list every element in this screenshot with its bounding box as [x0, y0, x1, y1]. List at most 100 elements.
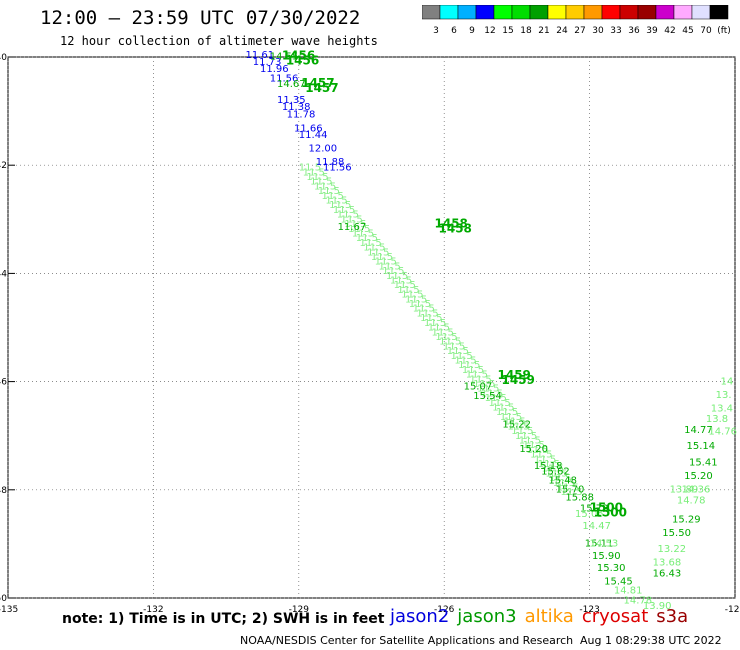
wave-height-label: 15.41 [689, 457, 718, 468]
wave-height-label: 15.70 [556, 485, 585, 496]
x-tick-label: -126 [434, 605, 455, 615]
wave-height-label: 15.14 [687, 441, 716, 452]
wave-height-label: 16.43 [653, 568, 682, 579]
wave-height-label: 15.30 [597, 563, 626, 574]
wave-height-label: 14.78 [624, 595, 653, 606]
x-tick-label: -129 [289, 605, 310, 615]
legend-label: 24 [556, 26, 568, 36]
track-smear: 11.5 [397, 285, 419, 296]
track-smear: 11.5 [413, 304, 435, 315]
color-legend: 3 6 9 12 15 18 21 24 27 30 33 36 39 42 45 70 (ft) [422, 5, 731, 36]
x-tick-label: -120 [725, 605, 740, 615]
wave-height-label: 11.67 [338, 222, 367, 233]
wave-height-label: 14.77 [684, 425, 713, 436]
y-tick-label: -44 [0, 269, 7, 279]
y-tick-label: -50 [0, 594, 7, 604]
x-tick-label: -123 [579, 605, 599, 615]
track-smear: 11.5 [390, 276, 412, 287]
legend-label: 15 [502, 26, 513, 36]
wave-height-label: 11.78 [287, 110, 316, 121]
pass-time-label-shadow: 1459 [502, 373, 535, 387]
track-smear: 11.5 [322, 191, 344, 202]
pass-time-label: 1456 [282, 49, 315, 63]
track-smear: 11.5 [473, 379, 495, 390]
track-smear: 11.5 [371, 252, 393, 263]
wave-height-label: 15.20 [684, 471, 713, 482]
track-smear: 11.5 [492, 403, 514, 414]
wave-height-label: 13. [716, 390, 732, 401]
wave-height-label: 13.68 [653, 558, 682, 569]
wave-height-label: 14.55 [270, 52, 299, 63]
legend-label: 18 [520, 26, 532, 36]
track-smear: 11.5 [363, 243, 385, 254]
wave-height-label: 15.18 [534, 461, 563, 472]
wave-height-label: 15.07 [464, 382, 493, 393]
track-smear: 11.5 [435, 332, 457, 343]
track-smear: 11.5 [439, 337, 461, 348]
track-smear: 11.5 [542, 464, 564, 475]
satellite-s3a: s3a [656, 606, 689, 627]
track-smear: 11.5 [519, 435, 541, 446]
track-smear: 11.5 [507, 421, 529, 432]
track-smear: 11.5 [504, 417, 526, 428]
pass-time-label-shadow: 1456 [286, 54, 319, 68]
wave-height-label: 12.00 [308, 144, 337, 155]
wave-height-label: 14.76 [708, 427, 737, 438]
footer-note: note: 1) Time is in UTC; 2) SWH is in fe… [62, 611, 385, 627]
wave-height-label: 15.48 [548, 475, 577, 486]
track-smear: 11.5 [382, 266, 404, 277]
wave-height-label: 14.81 [614, 586, 643, 597]
wave-height-label: 11.96 [260, 64, 289, 75]
legend-label: 33 [610, 26, 621, 36]
credit-text: NOAA/NESDIS Center for Satellite Applica… [240, 634, 574, 647]
chart-title: 12:00 — 23:59 UTC 07/30/2022 [40, 7, 361, 29]
track-smear: 11.5 [420, 313, 442, 324]
y-tick-label: -42 [0, 161, 7, 171]
track-smear: 11.5 [553, 478, 575, 489]
track-smear: 11.5 [523, 440, 545, 451]
track-smear: 11.5 [561, 487, 583, 498]
x-tick-label: -132 [143, 605, 163, 615]
wave-height-label: 15.50 [662, 528, 691, 539]
pass-time-label-shadow: 1457 [305, 81, 338, 95]
wave-height-label: 15.05 [575, 509, 604, 520]
wave-height-label: 11.61 [245, 50, 274, 61]
wave-height-label: 14 [720, 376, 733, 387]
track-smear: 11.5 [428, 323, 450, 334]
track-smear: 11.5 [375, 257, 397, 268]
wave-height-label: 15.20 [519, 444, 548, 455]
track-smear: 11.5 [367, 247, 389, 258]
track-smear: 11.5 [488, 398, 510, 409]
track-smear: 11.5 [310, 177, 332, 188]
satellite-altika: altika [524, 606, 574, 627]
track-smear: 11.5 [451, 351, 473, 362]
track-smear: 11.5 [352, 228, 374, 239]
track-smear: 11.5 [325, 196, 347, 207]
track-smear: 11.5 [333, 205, 355, 216]
x-tick-label: -135 [0, 605, 18, 615]
y-tick-label: -48 [0, 486, 7, 496]
track-smear: 11.5 [341, 214, 363, 225]
track-smear: 11.5 [405, 294, 427, 305]
track-smear: 11.5 [299, 163, 321, 174]
wave-height-label: 15.11 [585, 539, 614, 550]
wave-height-label: 11.66 [294, 124, 323, 135]
legend-label: (ft) [717, 26, 731, 36]
track-smear: 11.5 [530, 450, 552, 461]
wave-height-label: 15.29 [672, 514, 701, 525]
track-smear: 11.5 [318, 186, 340, 197]
y-tick-label: -46 [0, 378, 7, 388]
satellite-jason2: jason2 [390, 606, 450, 627]
track-smear: 11.5 [458, 360, 480, 371]
track-smear: 11.5 [356, 233, 378, 244]
wave-height-label: 14.53 [590, 539, 619, 550]
track-smear: 11.5 [477, 384, 499, 395]
track-smear: 11.5 [538, 459, 560, 470]
track-smear: 11.5 [500, 412, 522, 423]
pass-time-label: 1459 [498, 368, 531, 382]
wave-height-label: 13.8 [706, 414, 728, 425]
track-smear: 11.5 [303, 167, 325, 178]
legend-label: 21 [538, 26, 549, 36]
wave-height-label: 14.78 [677, 495, 706, 506]
